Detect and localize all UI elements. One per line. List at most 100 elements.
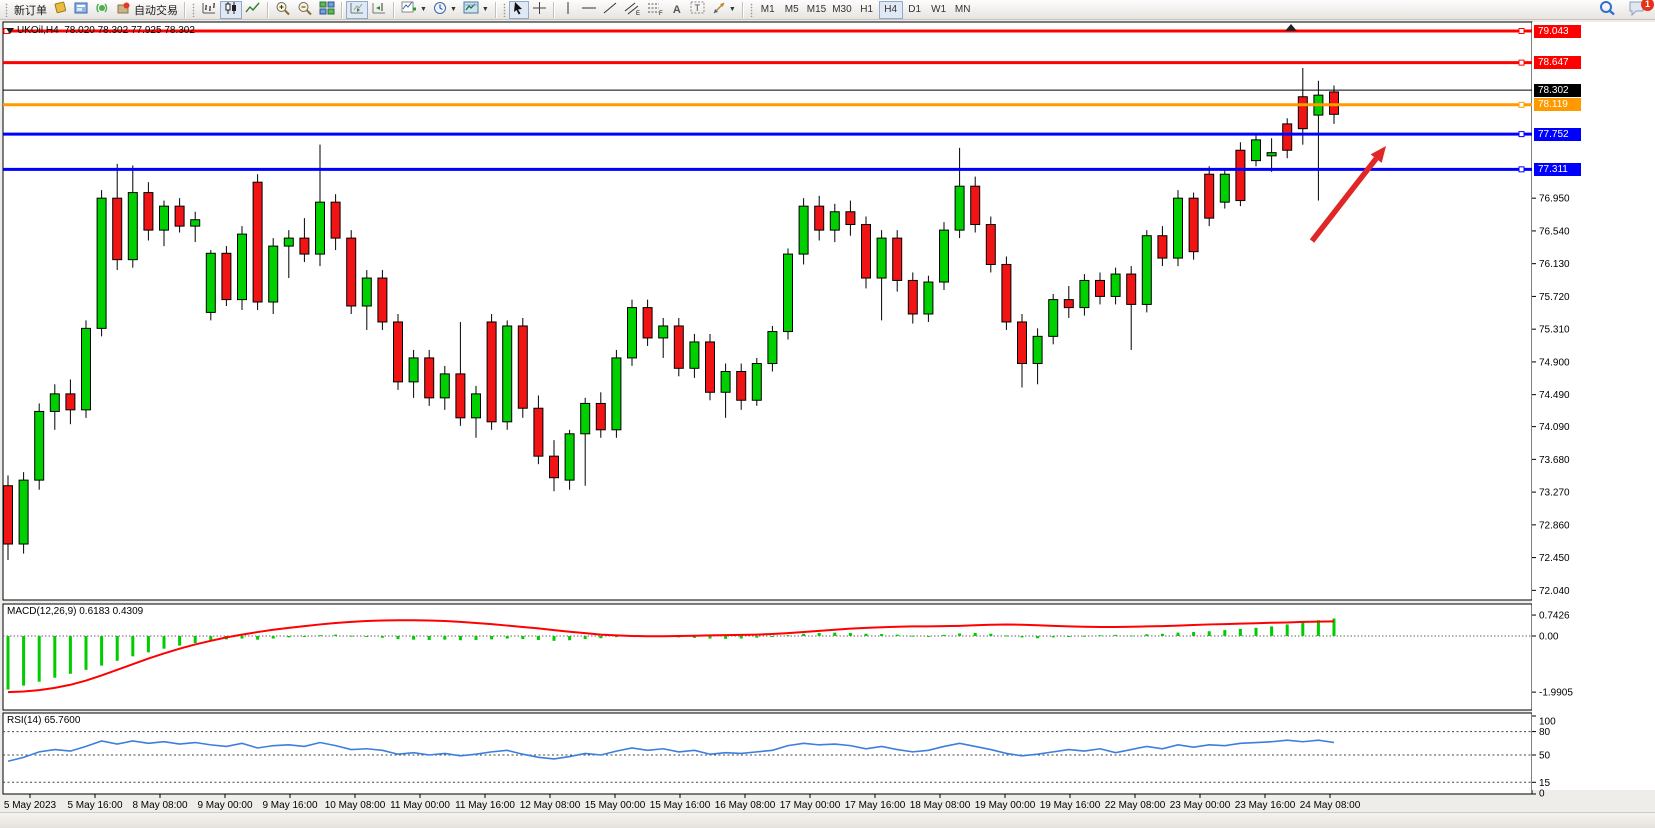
- time-axis-label[interactable]: 18 May 08:00: [910, 800, 971, 811]
- timeframe-W1[interactable]: W1: [927, 1, 951, 19]
- arrows-tool-button[interactable]: ▼: [709, 1, 739, 19]
- hline-price-label: 78.119: [1534, 98, 1581, 112]
- vertical-line-icon: [563, 1, 573, 18]
- profiles-button[interactable]: [71, 1, 92, 19]
- hline-handle[interactable]: [1518, 166, 1525, 173]
- time-axis-label[interactable]: 17 May 00:00: [780, 800, 841, 811]
- market-watch-button[interactable]: [92, 1, 113, 19]
- toolbar-grip[interactable]: [502, 2, 506, 17]
- svg-text:100: 100: [1539, 717, 1556, 728]
- time-axis-label[interactable]: 11 May 00:00: [390, 800, 450, 811]
- svg-text:T: T: [694, 3, 700, 13]
- vertical-line-tool-button[interactable]: [558, 1, 578, 19]
- search-button[interactable]: [1596, 1, 1619, 19]
- timeframe-group: M1 M5 M15 M30 H1 H4 D1 W1 MN: [756, 0, 975, 19]
- time-axis-label[interactable]: 19 May 00:00: [975, 800, 1036, 811]
- hline-handle[interactable]: [1518, 59, 1525, 66]
- line-chart-icon: [245, 1, 261, 18]
- new-order-label: 新订单: [14, 4, 47, 17]
- hline-price-label: 79.043: [1534, 24, 1581, 38]
- add-indicator-button[interactable]: ▼: [398, 1, 430, 19]
- svg-text:15: 15: [1539, 778, 1551, 789]
- zoom-in-button[interactable]: [272, 1, 294, 19]
- chart-gold-icon: [53, 1, 68, 18]
- timeframe-M5[interactable]: M5: [780, 1, 804, 19]
- cursor-tool-button[interactable]: [508, 0, 529, 19]
- time-axis-label[interactable]: 23 May 16:00: [1235, 800, 1296, 811]
- bar-chart-mode-button[interactable]: [198, 1, 220, 19]
- toolbar-separator: [393, 1, 395, 18]
- svg-text:75.720: 75.720: [1539, 292, 1570, 303]
- macd-label: MACD(12,26,9) 0.6183 0.4309: [7, 606, 144, 617]
- bar-chart-icon: [201, 1, 217, 18]
- time-axis-label[interactable]: 8 May 08:00: [132, 800, 187, 811]
- chart-shift-marker-icon[interactable]: [1285, 24, 1297, 31]
- text-tool-button[interactable]: A: [667, 1, 687, 19]
- time-axis-label[interactable]: 10 May 08:00: [325, 800, 386, 811]
- fibonacci-icon: F: [647, 1, 664, 19]
- hline-handle[interactable]: [1518, 101, 1525, 108]
- svg-text:74.900: 74.900: [1539, 357, 1570, 368]
- time-axis-label[interactable]: 12 May 08:00: [520, 800, 581, 811]
- crosshair-tool-button[interactable]: [529, 1, 550, 19]
- timeframe-M15[interactable]: M15: [804, 1, 829, 19]
- trendline-tool-button[interactable]: [600, 1, 621, 19]
- time-axis-label[interactable]: 9 May 16:00: [262, 800, 317, 811]
- hline-handle[interactable]: [1518, 28, 1525, 34]
- tile-windows-icon: [319, 1, 335, 18]
- candlestick-mode-button[interactable]: [220, 0, 242, 19]
- timeframe-M30[interactable]: M30: [829, 1, 854, 19]
- line-chart-mode-button[interactable]: [242, 1, 264, 19]
- time-axis-label[interactable]: 17 May 16:00: [845, 800, 906, 811]
- templates-button[interactable]: ▼: [460, 1, 492, 19]
- channel-tool-button[interactable]: E: [621, 1, 644, 19]
- new-order-button[interactable]: 新订单: [11, 1, 50, 19]
- time-axis-label[interactable]: 23 May 00:00: [1170, 800, 1231, 811]
- svg-text:0.7426: 0.7426: [1539, 611, 1570, 622]
- timeframe-M1[interactable]: M1: [756, 1, 780, 19]
- arrow-objects-icon: [712, 1, 727, 18]
- timeframe-H1[interactable]: H1: [855, 1, 879, 19]
- collapse-wedge-icon[interactable]: [6, 28, 14, 34]
- time-axis-label[interactable]: 5 May 16:00: [67, 800, 122, 811]
- svg-text:80: 80: [1539, 727, 1551, 738]
- time-axis-label[interactable]: 11 May 16:00: [455, 800, 515, 811]
- time-axis-label[interactable]: 15 May 16:00: [650, 800, 711, 811]
- time-axis-label[interactable]: 9 May 00:00: [197, 800, 252, 811]
- toolbar-separator: [741, 1, 744, 18]
- hline-handle[interactable]: [1518, 131, 1525, 138]
- fibonacci-tool-button[interactable]: F: [644, 1, 667, 19]
- label-tool-button[interactable]: T: [687, 1, 709, 19]
- time-axis-label[interactable]: 24 May 08:00: [1300, 800, 1361, 811]
- zoom-out-button[interactable]: [294, 1, 316, 19]
- time-axis-label[interactable]: 19 May 16:00: [1040, 800, 1101, 811]
- arrow-annotation[interactable]: [1309, 156, 1379, 243]
- time-axis-label[interactable]: 16 May 08:00: [715, 800, 776, 811]
- notifications-button[interactable]: 1: [1625, 0, 1654, 19]
- horizontal-line-icon: [581, 1, 597, 18]
- profile-window-icon: [74, 1, 89, 18]
- time-axis-label[interactable]: 15 May 00:00: [585, 800, 646, 811]
- trendline-icon: [603, 1, 618, 18]
- time-axis-label[interactable]: 22 May 08:00: [1105, 800, 1166, 811]
- svg-text:76.950: 76.950: [1539, 194, 1570, 205]
- timeframe-H4[interactable]: H4: [878, 0, 903, 19]
- chart-shift-button[interactable]: [368, 1, 390, 19]
- auto-scroll-button[interactable]: [346, 0, 368, 19]
- add-indicator-icon: [401, 1, 418, 19]
- time-axis-label[interactable]: 5 May 2023: [4, 800, 57, 811]
- toolbar-grip[interactable]: [192, 2, 195, 17]
- auto-trading-button[interactable]: 自动交易: [113, 1, 181, 19]
- periods-button[interactable]: ▼: [430, 1, 460, 19]
- timeframe-MN[interactable]: MN: [951, 1, 975, 19]
- svg-text:76.540: 76.540: [1539, 226, 1570, 237]
- toolbar-grip[interactable]: [749, 2, 753, 17]
- toolbar-grip[interactable]: [5, 2, 8, 17]
- arrow-annotation-head[interactable]: [1370, 146, 1386, 163]
- horizontal-line-tool-button[interactable]: [578, 1, 600, 19]
- macd-signal-line: [7, 619, 1335, 694]
- charts-button[interactable]: [50, 1, 71, 19]
- timeframe-D1[interactable]: D1: [903, 1, 927, 19]
- tile-windows-button[interactable]: [316, 1, 338, 19]
